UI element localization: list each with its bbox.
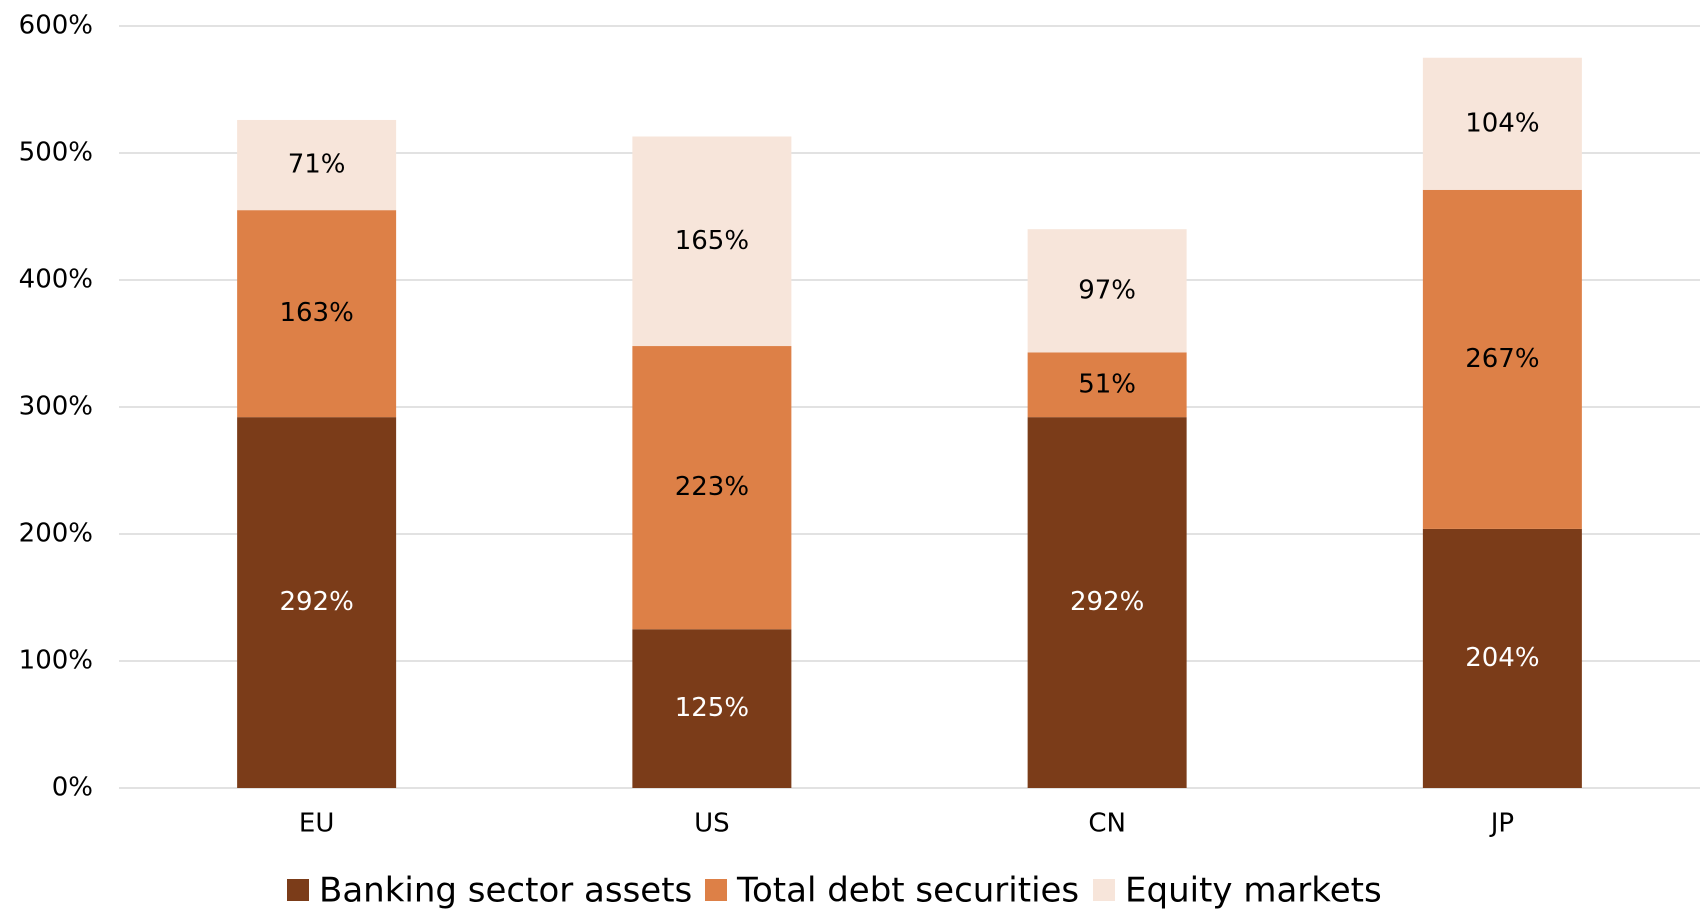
bar-segment	[1422, 189, 1582, 529]
data-label: 292%	[279, 587, 353, 617]
data-label: 163%	[279, 298, 353, 328]
legend-swatch	[287, 879, 309, 901]
data-label: 165%	[675, 226, 749, 256]
bar-segment	[1027, 417, 1187, 788]
x-tick-label: EU	[299, 809, 334, 839]
y-tick-label: 600%	[19, 11, 93, 41]
bar-segment	[632, 629, 792, 788]
data-label: 51%	[1078, 369, 1136, 399]
legend-label: Equity markets	[1125, 871, 1382, 911]
y-tick-label: 0%	[52, 773, 93, 803]
x-tick-label: CN	[1088, 809, 1126, 839]
bar-segment	[632, 346, 792, 630]
data-label: 267%	[1465, 344, 1539, 374]
y-tick-label: 500%	[19, 138, 93, 168]
data-label: 97%	[1078, 275, 1136, 305]
bar-segment	[237, 210, 397, 418]
bar-segment	[1422, 528, 1582, 788]
y-tick-label: 100%	[19, 646, 93, 676]
bar-segment	[237, 119, 397, 211]
data-label: 104%	[1465, 108, 1539, 138]
legend-label: Banking sector assets	[319, 871, 692, 911]
data-label: 223%	[675, 472, 749, 502]
x-tick-label: JP	[1489, 809, 1514, 839]
y-tick-label: 200%	[19, 519, 93, 549]
x-tick-label: US	[694, 809, 730, 839]
y-tick-label: 400%	[19, 265, 93, 295]
data-label: 125%	[675, 693, 749, 723]
legend-swatch	[705, 879, 727, 901]
data-label: 204%	[1465, 643, 1539, 673]
legend-swatch	[1093, 879, 1115, 901]
legend-label: Total debt securities	[736, 871, 1079, 911]
bar-segment	[1027, 229, 1187, 353]
data-label: 292%	[1070, 587, 1144, 617]
bar-segment	[1422, 57, 1582, 190]
bar-segment	[1027, 352, 1187, 418]
y-tick-label: 300%	[19, 392, 93, 422]
bar-segment	[632, 136, 792, 347]
bar-segment	[237, 417, 397, 788]
data-label: 71%	[288, 150, 346, 180]
